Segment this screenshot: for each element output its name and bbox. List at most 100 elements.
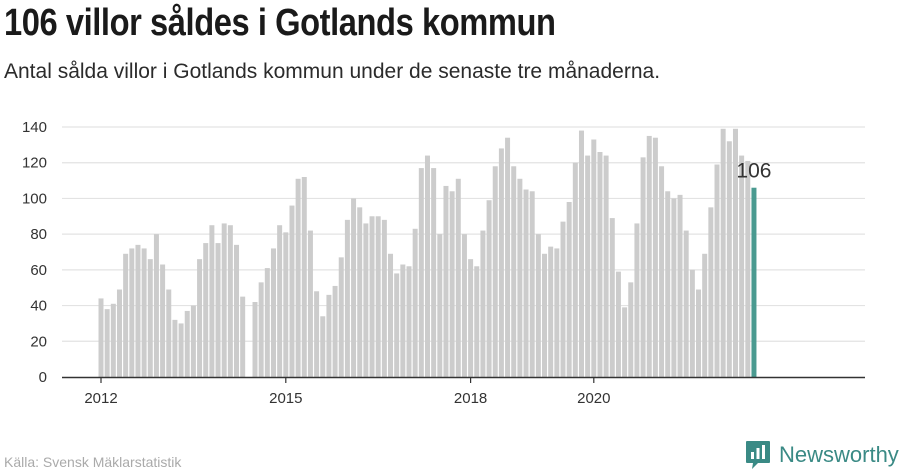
- source-note: Källa: Svensk Mäklarstatistik: [4, 454, 182, 470]
- x-tick-label: 2018: [454, 390, 487, 407]
- bar: [714, 164, 720, 377]
- bar: [646, 135, 652, 377]
- bar: [732, 128, 738, 377]
- bar: [585, 155, 591, 377]
- bar: [135, 244, 141, 377]
- newsworthy-logo: Newsworthy: [745, 440, 899, 470]
- bar: [197, 259, 203, 377]
- bar: [388, 253, 394, 377]
- data-labels: 106: [736, 160, 771, 183]
- bar: [314, 291, 320, 377]
- bar: [406, 266, 412, 377]
- bar: [517, 178, 523, 377]
- bar: [523, 189, 529, 377]
- bar: [591, 139, 597, 377]
- bar: [468, 259, 474, 377]
- bars: [98, 128, 757, 377]
- bar: [357, 207, 363, 377]
- y-tick-label: 40: [30, 298, 47, 315]
- x-tick-label: 2015: [269, 390, 302, 407]
- bar: [190, 305, 196, 377]
- bar: [98, 298, 104, 377]
- bar: [455, 178, 461, 377]
- bar: [683, 230, 689, 377]
- bar: [178, 323, 184, 377]
- bar: [597, 152, 603, 377]
- y-tick-label: 120: [22, 155, 47, 172]
- bar: [375, 216, 381, 377]
- bar: [609, 218, 615, 377]
- bar: [381, 219, 387, 377]
- x-tick-label: 2020: [577, 390, 610, 407]
- y-tick-label: 20: [30, 333, 47, 350]
- bar: [659, 166, 665, 377]
- bar: [363, 223, 369, 377]
- bar: [369, 216, 375, 377]
- bar: [351, 198, 357, 377]
- bar: [320, 316, 326, 377]
- bar: [147, 259, 153, 377]
- bar: [153, 234, 159, 377]
- bar-latest: [751, 187, 757, 377]
- bar: [702, 253, 708, 377]
- bar: [326, 294, 332, 377]
- bar: [252, 302, 258, 377]
- bar: [548, 246, 554, 377]
- y-axis-ticks: 0 20 40 60 80 100 120 140: [22, 119, 47, 386]
- bar: [344, 219, 350, 377]
- latest-value-label: 106: [736, 160, 771, 183]
- bar: [203, 243, 209, 377]
- bar: [307, 230, 313, 377]
- bar: [123, 253, 129, 377]
- bar: [449, 191, 455, 377]
- y-tick-label: 100: [22, 190, 47, 207]
- bar: [400, 264, 406, 377]
- y-tick-label: 80: [30, 226, 47, 243]
- bar: [160, 264, 166, 377]
- bar: [677, 194, 683, 377]
- y-tick-label: 0: [39, 369, 47, 386]
- bar: [652, 137, 658, 377]
- bar: [572, 162, 578, 377]
- bar: [603, 155, 609, 377]
- bar: [689, 269, 695, 377]
- bar: [511, 166, 517, 377]
- bar: [708, 207, 714, 377]
- bar: [258, 282, 264, 377]
- bar: [634, 223, 640, 377]
- bar: [277, 225, 283, 377]
- chart-subtitle: Antal sålda villor i Gotlands kommun und…: [4, 60, 661, 83]
- x-tick-label: 2012: [84, 390, 117, 407]
- bar: [665, 191, 671, 377]
- bar: [720, 128, 726, 377]
- bar: [289, 205, 295, 377]
- bar: [498, 148, 504, 377]
- brand-name: Newsworthy: [779, 442, 899, 467]
- x-axis: 2012 2015 2018 2020: [62, 376, 865, 407]
- newsworthy-icon: [746, 441, 770, 469]
- bar: [615, 271, 621, 377]
- bar: [116, 289, 122, 377]
- bar: [486, 200, 492, 377]
- bar: [739, 155, 745, 377]
- bar: [474, 266, 480, 377]
- bar: [394, 273, 400, 377]
- bar: [628, 282, 634, 377]
- bar: [529, 191, 535, 377]
- bar: [622, 307, 628, 377]
- bar: [172, 319, 178, 377]
- chart-title: 106 villor såldes i Gotlands kommun: [4, 2, 556, 44]
- bar: [437, 234, 443, 377]
- bar: [424, 155, 430, 377]
- bar: [560, 221, 566, 377]
- bar: [338, 257, 344, 377]
- bar: [166, 289, 172, 377]
- bar: [412, 228, 418, 377]
- bar: [542, 253, 548, 377]
- bar: [480, 230, 486, 377]
- bar: [332, 285, 338, 377]
- y-tick-label: 60: [30, 262, 47, 279]
- bar: [696, 289, 702, 377]
- bar: [535, 234, 541, 377]
